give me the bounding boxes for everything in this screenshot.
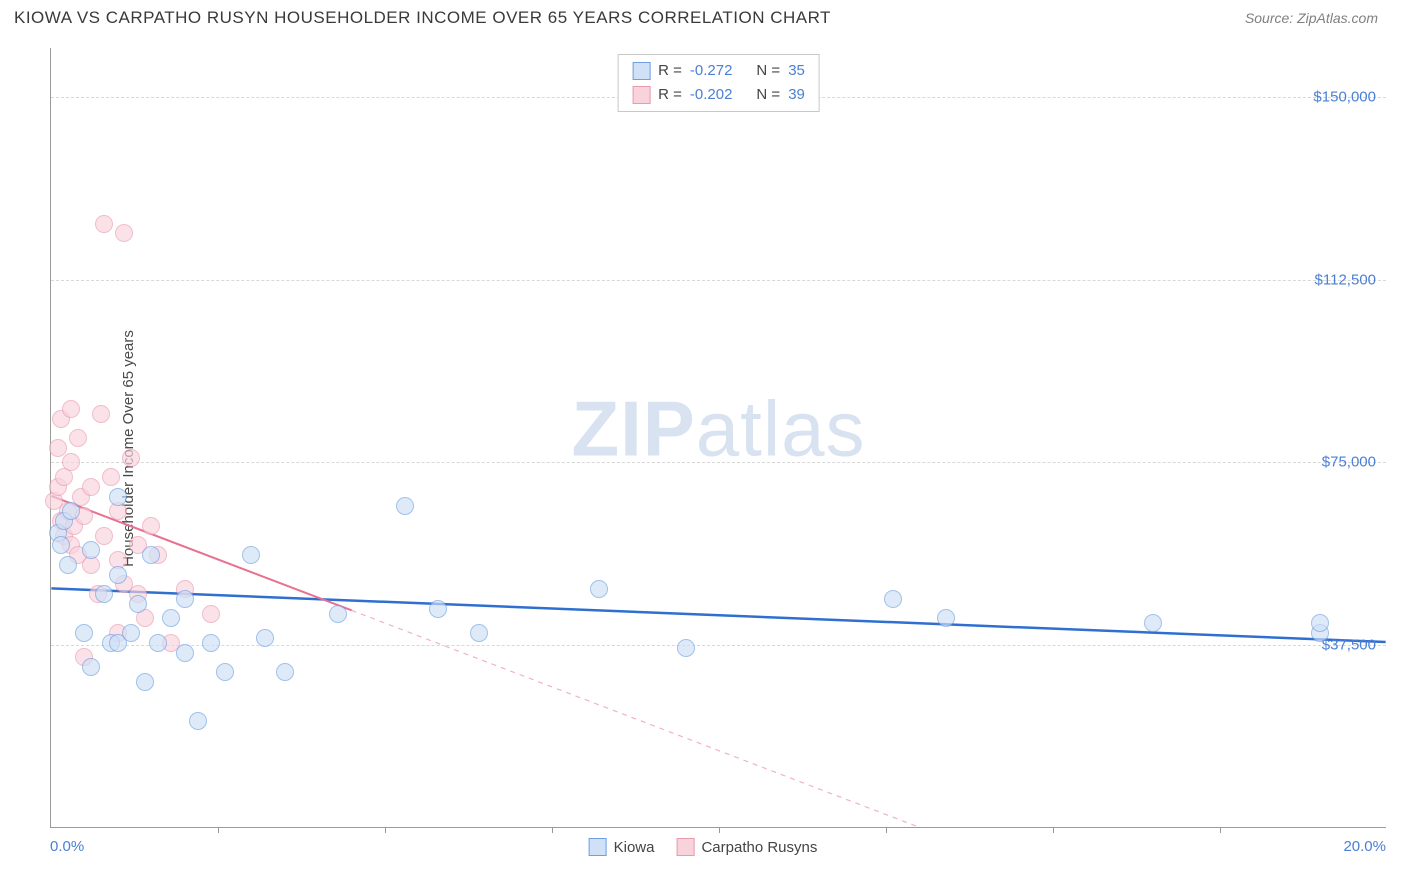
data-point-kiowa: [256, 629, 274, 647]
data-point-carpatho: [62, 453, 80, 471]
data-point-kiowa: [329, 605, 347, 623]
header: KIOWA VS CARPATHO RUSYN HOUSEHOLDER INCO…: [0, 0, 1406, 34]
swatch-carpatho-bottom: [676, 838, 694, 856]
x-tick: [1220, 827, 1221, 833]
data-point-kiowa: [276, 663, 294, 681]
data-point-carpatho: [122, 449, 140, 467]
data-point-carpatho: [69, 429, 87, 447]
data-point-carpatho: [95, 527, 113, 545]
series-legend: Kiowa Carpatho Rusyns: [589, 838, 818, 856]
data-point-carpatho: [115, 224, 133, 242]
source-attribution: Source: ZipAtlas.com: [1245, 10, 1378, 26]
data-point-kiowa: [75, 624, 93, 642]
data-point-kiowa: [109, 488, 127, 506]
correlation-legend: R = -0.272 N = 35 R = -0.202 N = 39: [617, 54, 820, 112]
data-point-kiowa: [149, 634, 167, 652]
data-point-carpatho: [102, 468, 120, 486]
data-point-kiowa: [176, 644, 194, 662]
data-point-kiowa: [82, 658, 100, 676]
data-point-carpatho: [92, 405, 110, 423]
swatch-kiowa-bottom: [589, 838, 607, 856]
data-point-kiowa: [142, 546, 160, 564]
x-tick: [552, 827, 553, 833]
data-point-kiowa: [677, 639, 695, 657]
data-point-kiowa: [62, 502, 80, 520]
data-point-kiowa: [82, 541, 100, 559]
y-tick-label: $75,000: [1322, 454, 1376, 471]
data-point-kiowa: [937, 609, 955, 627]
data-point-kiowa: [122, 624, 140, 642]
gridline: [51, 280, 1386, 281]
swatch-kiowa: [632, 62, 650, 80]
legend-item-kiowa: Kiowa: [589, 838, 655, 856]
data-point-kiowa: [242, 546, 260, 564]
x-tick: [1053, 827, 1054, 833]
trend-lines-layer: [51, 48, 1386, 827]
trend-line: [352, 610, 919, 827]
x-tick: [218, 827, 219, 833]
data-point-carpatho: [49, 439, 67, 457]
x-axis-max-label: 20.0%: [1343, 838, 1386, 855]
data-point-kiowa: [95, 585, 113, 603]
y-tick-label: $150,000: [1313, 88, 1376, 105]
data-point-kiowa: [129, 595, 147, 613]
swatch-carpatho: [632, 86, 650, 104]
data-point-kiowa: [470, 624, 488, 642]
data-point-kiowa: [216, 663, 234, 681]
data-point-kiowa: [429, 600, 447, 618]
data-point-kiowa: [202, 634, 220, 652]
data-point-kiowa: [1311, 614, 1329, 632]
data-point-kiowa: [884, 590, 902, 608]
data-point-kiowa: [590, 580, 608, 598]
legend-item-carpatho: Carpatho Rusyns: [676, 838, 817, 856]
x-tick: [719, 827, 720, 833]
x-tick: [385, 827, 386, 833]
data-point-kiowa: [162, 609, 180, 627]
data-point-kiowa: [1144, 614, 1162, 632]
gridline: [51, 645, 1386, 646]
gridline: [51, 462, 1386, 463]
data-point-kiowa: [189, 712, 207, 730]
chart-title: KIOWA VS CARPATHO RUSYN HOUSEHOLDER INCO…: [14, 8, 831, 28]
data-point-kiowa: [396, 497, 414, 515]
legend-row-carpatho: R = -0.202 N = 39: [632, 83, 805, 107]
data-point-kiowa: [109, 566, 127, 584]
data-point-carpatho: [202, 605, 220, 623]
data-point-kiowa: [176, 590, 194, 608]
data-point-kiowa: [59, 556, 77, 574]
data-point-kiowa: [136, 673, 154, 691]
legend-row-kiowa: R = -0.272 N = 35: [632, 59, 805, 83]
x-axis-min-label: 0.0%: [50, 838, 84, 855]
data-point-carpatho: [95, 215, 113, 233]
x-tick: [886, 827, 887, 833]
y-tick-label: $37,500: [1322, 637, 1376, 654]
data-point-kiowa: [52, 536, 70, 554]
data-point-carpatho: [62, 400, 80, 418]
plot-area: ZIPatlas R = -0.272 N = 35 R = -0.202 N …: [50, 48, 1386, 828]
trend-line: [51, 588, 1385, 642]
watermark: ZIPatlas: [571, 383, 865, 474]
y-tick-label: $112,500: [1315, 271, 1376, 288]
data-point-carpatho: [82, 478, 100, 496]
data-point-carpatho: [142, 517, 160, 535]
